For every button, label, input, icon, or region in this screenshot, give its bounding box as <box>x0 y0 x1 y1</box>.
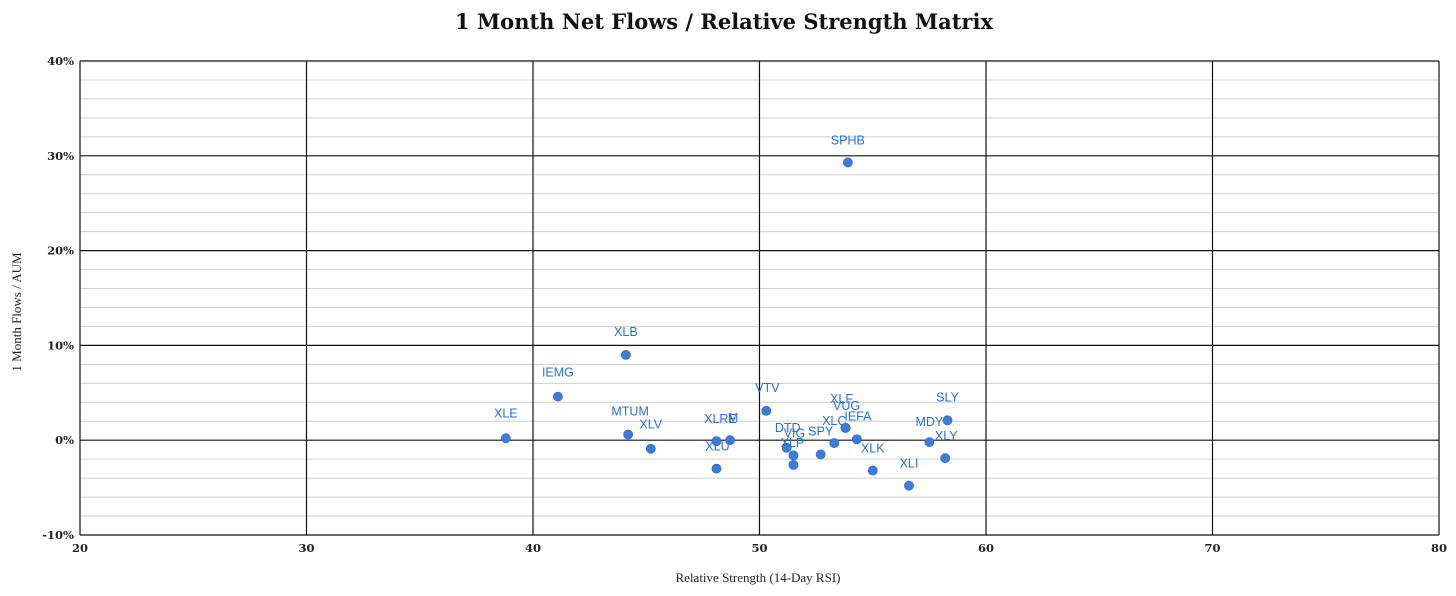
major-gridlines <box>79 60 1440 536</box>
data-point-xlc <box>829 438 840 448</box>
x-tick-label: 50 <box>751 541 767 555</box>
x-tick-label: 70 <box>1204 541 1220 555</box>
point-label-iefa: IEFA <box>844 409 872 423</box>
y-tick-label: 20% <box>47 244 74 258</box>
x-axis-title: Relative Strength (14-Day RSI) <box>676 570 841 585</box>
point-label-sly: SLY <box>936 390 959 404</box>
data-point-xle <box>500 433 511 444</box>
data-point-sphb <box>842 157 853 168</box>
x-tick-label: 80 <box>1431 541 1447 555</box>
point-label-xlc: XLC <box>822 414 846 428</box>
point-label-dtd: DTD <box>775 421 801 435</box>
data-point-vtv <box>761 405 772 416</box>
data-point-xly <box>940 453 951 464</box>
point-label-xlv: XLV <box>639 418 662 432</box>
point-label-iemg: IEMG <box>542 366 574 380</box>
y-axis-title: 1 Month Flows / AUM <box>9 252 24 372</box>
point-label-spy: SPY <box>808 424 834 438</box>
x-tick-label: 30 <box>298 541 314 555</box>
point-label-xle: XLE <box>494 406 518 420</box>
point-label-xlb: XLB <box>614 325 638 339</box>
x-axis-ticks: 20 30 40 50 60 70 80 <box>72 541 1447 555</box>
data-points <box>500 157 953 491</box>
point-label-xly: XLY <box>935 429 958 443</box>
data-point-m <box>725 435 735 446</box>
y-axis-ticks: -10% 0% 10% 20% 30% 40% <box>42 54 74 542</box>
x-tick-label: 20 <box>72 541 88 555</box>
data-point-iefa <box>851 434 862 445</box>
y-tick-label: 30% <box>47 149 74 163</box>
data-point-xlu <box>711 463 722 474</box>
x-tick-label: 40 <box>525 541 541 555</box>
point-label-vtv: VTV <box>755 381 780 395</box>
point-label-m: M <box>728 411 738 425</box>
y-tick-label: 0% <box>55 433 74 447</box>
data-point-sly <box>942 415 953 426</box>
data-point-vig <box>788 450 799 461</box>
point-label-mtum: MTUM <box>611 405 649 419</box>
point-label-xlk: XLK <box>861 442 885 456</box>
chart-title: 1 Month Net Flows / Relative Strength Ma… <box>455 9 993 34</box>
y-tick-label: 40% <box>47 54 74 68</box>
data-point-mtum <box>623 429 634 440</box>
data-point-dtd <box>781 442 792 453</box>
point-label-xlf: XLF <box>830 392 853 406</box>
point-label-xlp: XLP <box>781 436 805 450</box>
data-point-spy <box>815 449 826 460</box>
data-point-xli <box>904 480 914 491</box>
point-label-sphb: SPHB <box>831 133 865 147</box>
data-point-xlre <box>711 436 722 447</box>
point-label-mdy: MDY <box>915 415 943 429</box>
point-label-xlu: XLU <box>705 440 729 454</box>
point-label-vig: VIG <box>784 426 806 440</box>
data-point-xlk <box>867 465 878 476</box>
y-tick-label: 10% <box>47 338 74 352</box>
data-point-xlb <box>620 349 631 360</box>
data-point-xlv <box>645 443 656 454</box>
data-point-vug <box>840 422 851 433</box>
y-tick-label: -10% <box>42 528 74 542</box>
point-label-xlre: XLRE <box>704 412 737 426</box>
x-tick-label: 60 <box>978 541 994 555</box>
data-point-mdy <box>924 437 935 447</box>
point-label-vug: VUG <box>833 399 860 413</box>
data-point-xlp <box>788 459 799 470</box>
point-label-xli: XLI <box>900 457 919 471</box>
data-point-iemg <box>553 391 563 402</box>
